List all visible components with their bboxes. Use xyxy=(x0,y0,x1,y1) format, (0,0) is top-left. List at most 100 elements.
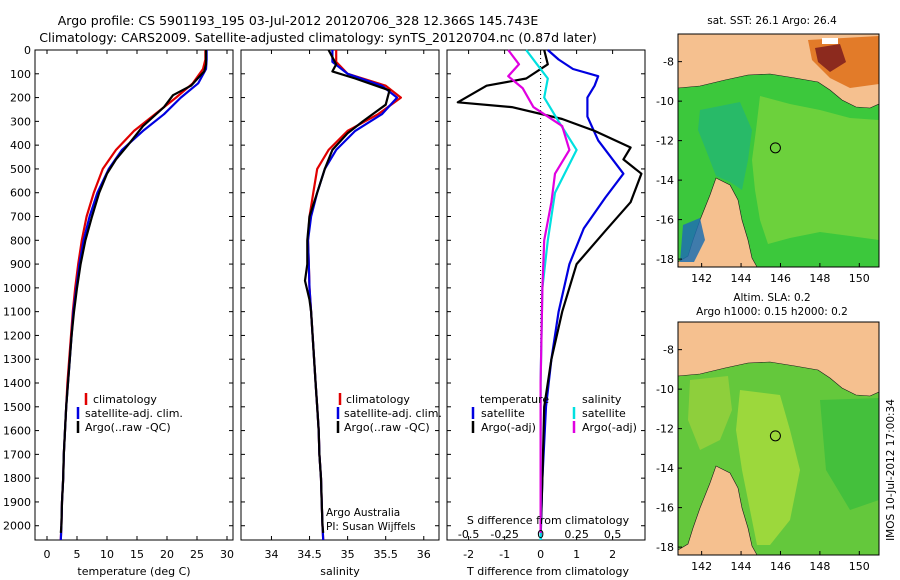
series-line-temperature-argo-adj xyxy=(456,49,643,533)
imos-stamp: IMOS 10-Jul-2012 17:00:34 xyxy=(885,399,897,541)
depth-tick-label: 1700 xyxy=(3,448,31,461)
x-tick-label: -1 xyxy=(499,548,510,561)
legend-label-argo: Argo(..raw -QC) xyxy=(344,421,430,434)
map-x-tick-label: 146 xyxy=(770,560,791,573)
x-tick-label: 2 xyxy=(609,548,616,561)
difference-axes xyxy=(446,49,646,541)
map-y-tick-label: -14 xyxy=(656,174,674,187)
salinity-axes xyxy=(240,49,440,541)
legend-label-satellite: satellite-adj. clim. xyxy=(85,407,183,420)
legend-label-argo: Argo(..raw -QC) xyxy=(85,421,171,434)
difference-legend: temperature salinity satellite Argo(-adj… xyxy=(471,393,637,434)
credit-line1: Argo Australia xyxy=(326,507,400,519)
map-x-tick-label: 142 xyxy=(691,272,712,285)
temperature-xlabel: temperature (deg C) xyxy=(77,565,190,578)
depth-tick-label: 1100 xyxy=(3,306,31,319)
sst-map-warm-water xyxy=(752,96,879,244)
map-y-tick-label: -12 xyxy=(656,423,674,436)
x-tick-label: 36 xyxy=(417,548,431,561)
x-tick-label: -2 xyxy=(463,548,474,561)
temperature-panel: 0100200300400500600700800900100011001200… xyxy=(3,44,234,578)
x-tick-label: 1 xyxy=(573,548,580,561)
x-tick-label: 5 xyxy=(74,548,81,561)
map-y-tick-label: -12 xyxy=(656,135,674,148)
s-tick-label: -0.25 xyxy=(490,528,518,541)
legend-label-climatology: climatology xyxy=(346,393,410,406)
figure-title-line2: Climatology: CARS2009. Satellite-adjuste… xyxy=(39,30,596,45)
sst-map-cool-patch xyxy=(698,102,752,190)
sla-map-low-patch xyxy=(820,398,879,510)
depth-tick-label: 1800 xyxy=(3,472,31,485)
depth-tick-label: 2000 xyxy=(3,520,31,533)
depth-tick-label: 1500 xyxy=(3,401,31,414)
difference-yticks xyxy=(447,49,645,527)
legend-label-sal-argo: Argo(-adj) xyxy=(582,421,637,434)
legend-label-temp-satellite: satellite xyxy=(481,407,525,420)
depth-ticks: 0 100 200 300 400 500 600 700 800 900 1000 1100 1200… xyxy=(3,44,233,533)
series-line-argo-raw-qc xyxy=(303,49,391,534)
difference-lines xyxy=(456,49,643,541)
x-tick-label: 20 xyxy=(160,548,174,561)
map-y-tick-label: -18 xyxy=(656,253,674,266)
x-tick-label: 10 xyxy=(100,548,114,561)
map-y-tick-label: -10 xyxy=(656,383,674,396)
depth-tick-label: 1600 xyxy=(3,425,31,438)
sst-map-cold-patch xyxy=(680,218,705,262)
sst-map-title: sat. SST: 26.1 Argo: 26.4 xyxy=(707,15,837,27)
depth-tick-label: 100 xyxy=(10,68,31,81)
depth-tick-label: 1200 xyxy=(3,329,31,342)
x-tick-label: 34 xyxy=(264,548,278,561)
sla-map-title2: Argo h1000: 0.15 h2000: 0.2 xyxy=(696,306,848,318)
depth-tick-label: 1900 xyxy=(3,496,31,509)
map-y-tick-label: -8 xyxy=(663,344,674,357)
map-x-tick-label: 142 xyxy=(691,560,712,573)
legend-label-sal-satellite: satellite xyxy=(582,407,626,420)
salinity-yticks xyxy=(241,49,439,527)
depth-tick-label: 600 xyxy=(10,187,31,200)
map-x-tick-label: 148 xyxy=(809,272,830,285)
salinity-xlabel: salinity xyxy=(320,565,360,578)
depth-tick-label: 200 xyxy=(10,92,31,105)
s-tick-label: 0.25 xyxy=(564,528,589,541)
temperature-axes xyxy=(34,49,234,541)
salinity-panel: 34 34.5 35 35.5 36 climatology satellite-adj… xyxy=(240,49,442,578)
depth-tick-label: 400 xyxy=(10,139,31,152)
legend-title-salinity: salinity xyxy=(582,393,622,406)
map-x-tick-label: 144 xyxy=(731,560,752,573)
depth-tick-label: 300 xyxy=(10,115,31,128)
temperature-lines xyxy=(59,50,208,541)
x-tick-label: 35 xyxy=(341,548,355,561)
map-x-tick-label: 150 xyxy=(849,272,870,285)
x-tick-label: 30 xyxy=(220,548,234,561)
x-tick-label: 0 xyxy=(537,548,544,561)
sla-map-ticks: 142 144 146 148 150 -8 -10 -12 -14 -16 -18 xyxy=(656,344,870,573)
depth-tick-label: 1400 xyxy=(3,377,31,390)
map-y-tick-label: -16 xyxy=(656,214,674,227)
salinity-diff-xlabel: S difference from climatology xyxy=(467,514,630,527)
x-tick-label: 0 xyxy=(44,548,51,561)
s-tick-label: 0.5 xyxy=(604,528,622,541)
map-x-tick-label: 148 xyxy=(809,560,830,573)
temperature-legend: climatology satellite-adj. clim. Argo(..… xyxy=(76,393,183,434)
depth-tick-label: 0 xyxy=(24,44,31,57)
sst-map-frame xyxy=(677,33,880,268)
sst-map-ticks: 142 144 146 148 150 -8 -10 -12 -14 -16 -18 xyxy=(656,56,870,285)
legend-title-temperature: temperature xyxy=(480,393,549,406)
map-x-tick-label: 146 xyxy=(770,272,791,285)
sst-map-missing-data xyxy=(822,38,838,44)
temperature-xticks: 0 5 10 15 20 25 30 xyxy=(44,50,234,561)
salinity-legend: climatology satellite-adj. clim. Argo(..… xyxy=(336,393,442,434)
float-position-marker xyxy=(769,430,781,442)
sla-map-frame xyxy=(677,321,880,556)
legend-label-temp-argo: Argo(-adj) xyxy=(481,421,536,434)
x-tick-label: 25 xyxy=(190,548,204,561)
sla-map: Altim. SLA: 0.2 Argo h1000: 0.15 h2000: … xyxy=(656,292,880,573)
map-y-tick-label: -14 xyxy=(656,462,674,475)
depth-tick-label: 1300 xyxy=(3,353,31,366)
map-x-tick-label: 150 xyxy=(849,560,870,573)
series-line-salinity-argo-adj xyxy=(507,49,571,533)
salinity-xticks: 34 34.5 35 35.5 36 xyxy=(264,50,431,561)
x-tick-label: 34.5 xyxy=(297,548,322,561)
sla-map-high-patch xyxy=(736,390,800,545)
